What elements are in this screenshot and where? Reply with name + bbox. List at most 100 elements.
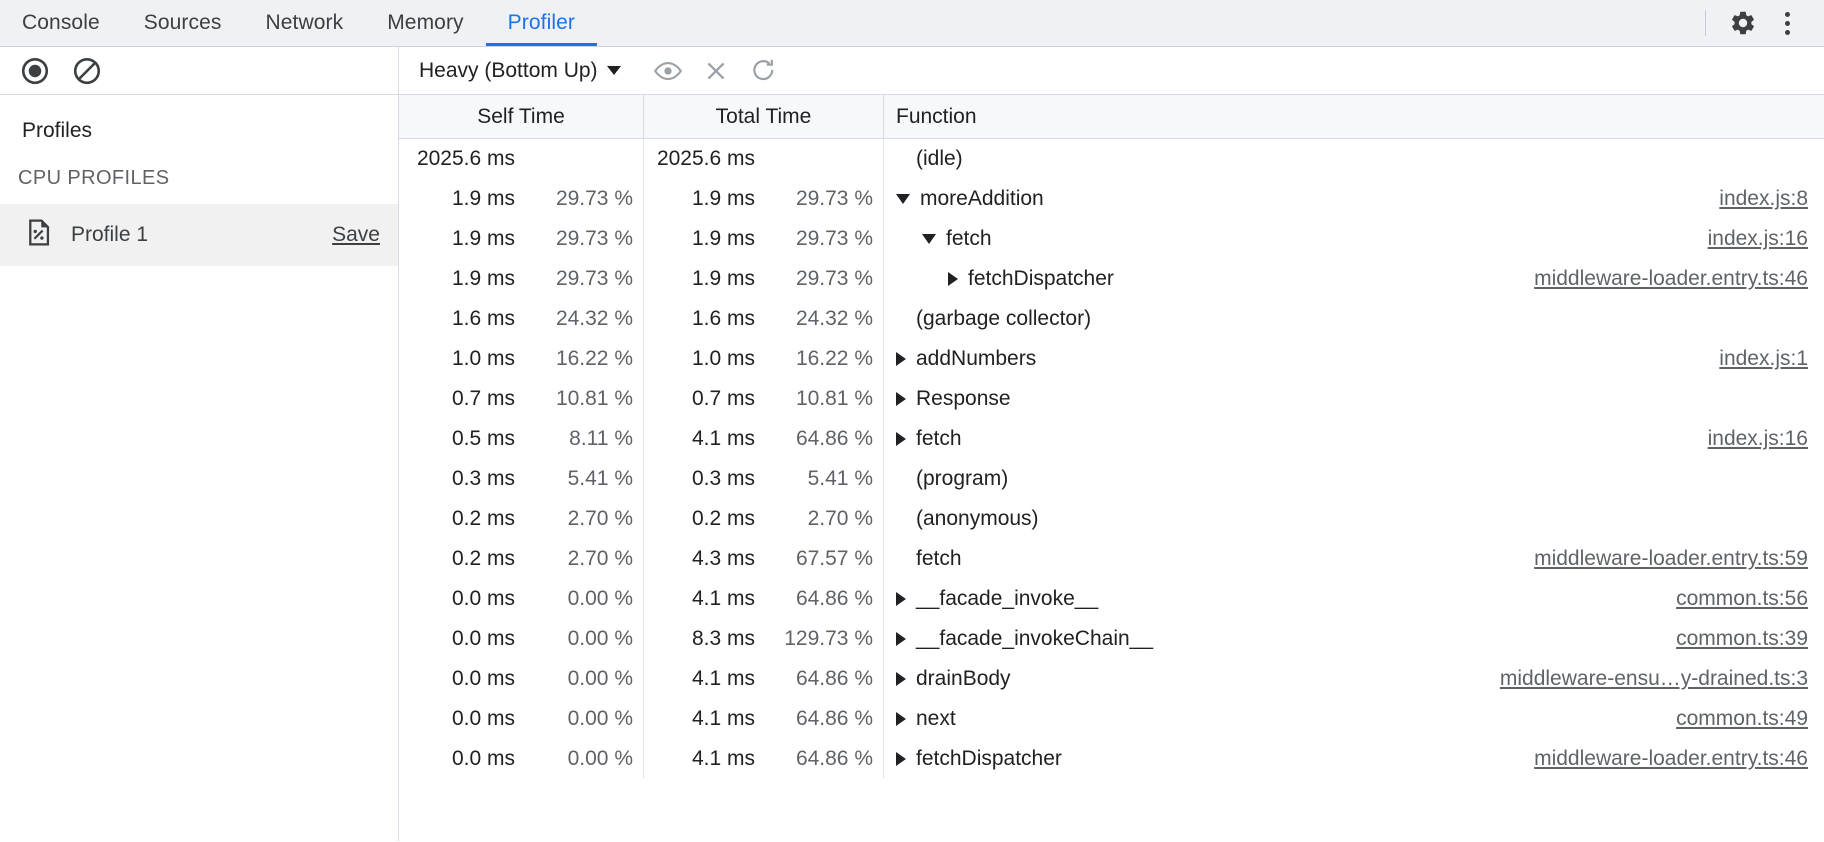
total-time-ms: 4.1 ms	[691, 747, 755, 770]
self-time-ms: 0.0 ms	[451, 627, 515, 650]
devtools-tab-bar: Console Sources Network Memory Profiler	[0, 0, 1824, 47]
cell-function: next common.ts:49	[884, 699, 1824, 739]
tab-memory[interactable]: Memory	[365, 0, 485, 46]
column-header-self-time[interactable]: Self Time	[399, 94, 644, 139]
reload-refresh-icon[interactable]	[743, 50, 785, 92]
cell-total-time: 1.9 ms 29.73 %	[644, 179, 884, 219]
self-time-ms: 0.2 ms	[451, 547, 515, 570]
column-header-total-time[interactable]: Total Time	[644, 94, 884, 139]
gear-icon[interactable]	[1724, 4, 1762, 42]
profile-name-label: Profile 1	[71, 223, 149, 246]
sidebar-item-profile-1[interactable]: Profile 1 Save	[0, 204, 398, 266]
cell-total-time: 4.1 ms 64.86 %	[644, 739, 884, 779]
cell-self-time: 0.0 ms 0.00 %	[399, 619, 644, 659]
cell-self-time: 1.6 ms 24.32 %	[399, 299, 644, 339]
table-row[interactable]: 0.0 ms 0.00 % 4.1 ms 64.86 % __facade_invoke…	[399, 579, 1824, 619]
source-location-link[interactable]: index.js:8	[1719, 187, 1808, 210]
expand-triangle-icon[interactable]	[896, 592, 906, 606]
self-time-ms: 1.9 ms	[451, 267, 515, 290]
tab-console[interactable]: Console	[0, 0, 122, 46]
expand-triangle-icon[interactable]	[896, 752, 906, 766]
expand-triangle-icon[interactable]	[896, 352, 906, 366]
table-row[interactable]: 1.6 ms 24.32 % 1.6 ms 24.32 % (garbage colle…	[399, 299, 1824, 339]
eye-icon[interactable]	[647, 50, 689, 92]
clear-no-entry-icon[interactable]	[66, 50, 108, 92]
table-row[interactable]: 0.2 ms 2.70 % 4.3 ms 67.57 % fetch middleware…	[399, 539, 1824, 579]
tab-profiler[interactable]: Profiler	[485, 0, 598, 46]
source-location-link[interactable]: index.js:16	[1707, 227, 1808, 250]
total-time-percent: 129.73 %	[784, 627, 873, 650]
self-time-ms: 0.5 ms	[451, 427, 515, 450]
source-location-link[interactable]: index.js:1	[1719, 347, 1808, 370]
table-body: 2025.6 ms 2025.6 ms (idle) 1.9 ms 29.73 % 1.9…	[399, 139, 1824, 779]
self-time-percent: 10.81 %	[555, 387, 633, 410]
source-location-link[interactable]: common.ts:56	[1676, 587, 1808, 610]
expand-triangle-icon[interactable]	[896, 672, 906, 686]
cell-function: Response	[884, 379, 1824, 419]
profile-document-percent-icon	[24, 218, 53, 252]
recording-controls	[0, 47, 399, 94]
table-row[interactable]: 0.0 ms 0.00 % 4.1 ms 64.86 % fetchDispatcher…	[399, 739, 1824, 779]
source-location-link[interactable]: middleware-loader.entry.ts:46	[1534, 747, 1808, 770]
source-location-link[interactable]: common.ts:49	[1676, 707, 1808, 730]
table-row[interactable]: 1.0 ms 16.22 % 1.0 ms 16.22 % addNumbers inde…	[399, 339, 1824, 379]
function-name: __facade_invokeChain__	[916, 627, 1154, 650]
total-time-ms: 0.7 ms	[691, 387, 755, 410]
record-circle-icon[interactable]	[14, 50, 56, 92]
table-row[interactable]: 0.0 ms 0.00 % 4.1 ms 64.86 % next common.ts:4…	[399, 699, 1824, 739]
function-name: (idle)	[916, 147, 963, 170]
table-row[interactable]: 1.9 ms 29.73 % 1.9 ms 29.73 % fetch index.js:…	[399, 219, 1824, 259]
source-location-link[interactable]: index.js:16	[1707, 427, 1808, 450]
close-x-icon[interactable]	[695, 50, 737, 92]
expand-triangle-icon[interactable]	[896, 712, 906, 726]
tab-network[interactable]: Network	[244, 0, 366, 46]
function-name: addNumbers	[916, 347, 1037, 370]
function-name: fetchDispatcher	[916, 747, 1062, 770]
total-time-percent: 64.86 %	[795, 667, 873, 690]
table-row[interactable]: 1.9 ms 29.73 % 1.9 ms 29.73 % moreAddition in…	[399, 179, 1824, 219]
source-location-link[interactable]: middleware-loader.entry.ts:46	[1534, 267, 1808, 290]
table-row[interactable]: 0.7 ms 10.81 % 0.7 ms 10.81 % Response	[399, 379, 1824, 419]
view-mode-dropdown[interactable]: Heavy (Bottom Up)	[413, 57, 627, 85]
table-row[interactable]: 0.5 ms 8.11 % 4.1 ms 64.86 % fetch index.js:1…	[399, 419, 1824, 459]
table-row[interactable]: 1.9 ms 29.73 % 1.9 ms 29.73 % fetchDispatche…	[399, 259, 1824, 299]
self-time-ms: 0.0 ms	[451, 747, 515, 770]
collapse-triangle-icon[interactable]	[922, 234, 936, 244]
cell-self-time: 0.0 ms 0.00 %	[399, 659, 644, 699]
source-location-link[interactable]: middleware-ensu…y-drained.ts:3	[1499, 667, 1808, 690]
view-controls: Heavy (Bottom Up)	[399, 47, 1824, 94]
table-row[interactable]: 0.2 ms 2.70 % 0.2 ms 2.70 % (anonymous)	[399, 499, 1824, 539]
self-time-percent: 0.00 %	[567, 627, 633, 650]
cell-self-time: 1.9 ms 29.73 %	[399, 259, 644, 299]
expand-triangle-icon[interactable]	[896, 632, 906, 646]
source-location-link[interactable]: common.ts:39	[1676, 627, 1808, 650]
tab-label: Profiler	[507, 11, 575, 34]
cell-function: fetchDispatcher middleware-loader.entry.t…	[884, 259, 1824, 299]
profiler-toolbar: Heavy (Bottom Up)	[0, 47, 1824, 95]
expand-triangle-icon[interactable]	[896, 392, 906, 406]
total-time-percent: 10.81 %	[795, 387, 873, 410]
cell-total-time: 4.1 ms 64.86 %	[644, 579, 884, 619]
self-time-ms: 0.0 ms	[451, 587, 515, 610]
cell-function: fetch index.js:16	[884, 219, 1824, 259]
save-profile-link[interactable]: Save	[332, 223, 380, 246]
table-header-row: Self Time Total Time Function	[399, 94, 1824, 139]
table-row[interactable]: 2025.6 ms 2025.6 ms (idle)	[399, 139, 1824, 179]
cell-function: __facade_invoke__ common.ts:56	[884, 579, 1824, 619]
source-location-link[interactable]: middleware-loader.entry.ts:59	[1534, 547, 1808, 570]
three-dots-menu-icon[interactable]	[1768, 4, 1806, 42]
tab-sources[interactable]: Sources	[122, 0, 244, 46]
cell-total-time: 0.2 ms 2.70 %	[644, 499, 884, 539]
self-time-percent: 0.00 %	[567, 587, 633, 610]
self-time-ms: 2025.6 ms	[416, 147, 515, 170]
cell-self-time: 1.9 ms 29.73 %	[399, 219, 644, 259]
table-row[interactable]: 0.0 ms 0.00 % 8.3 ms 129.73 % __facade_invok…	[399, 619, 1824, 659]
expand-triangle-icon[interactable]	[948, 272, 958, 286]
expand-triangle-icon[interactable]	[896, 432, 906, 446]
self-time-ms: 1.6 ms	[451, 307, 515, 330]
table-row[interactable]: 0.0 ms 0.00 % 4.1 ms 64.86 % drainBody middle…	[399, 659, 1824, 699]
table-row[interactable]: 0.3 ms 5.41 % 0.3 ms 5.41 % (program)	[399, 459, 1824, 499]
total-time-percent: 29.73 %	[795, 227, 873, 250]
column-header-function[interactable]: Function	[896, 104, 977, 128]
collapse-triangle-icon[interactable]	[896, 194, 910, 204]
